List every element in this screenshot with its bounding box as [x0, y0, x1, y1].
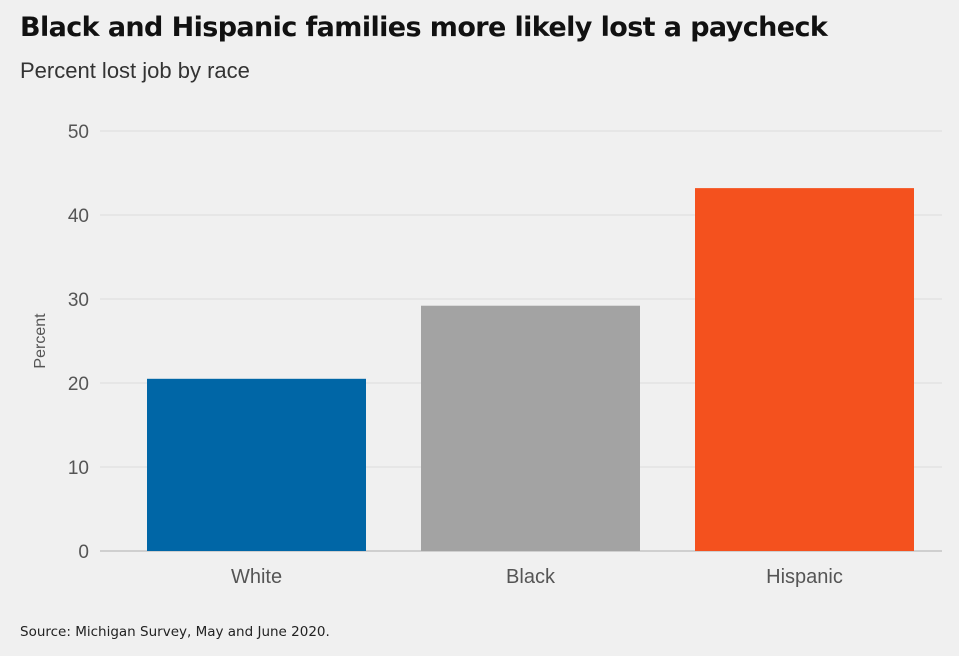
y-tick-label: 20: [68, 374, 89, 395]
chart-subtitle: Percent lost job by race: [20, 58, 250, 83]
y-tick-label: 50: [68, 122, 89, 143]
x-category-label: White: [231, 566, 282, 588]
source-note: Source: Michigan Survey, May and June 20…: [20, 624, 330, 640]
y-tick-label: 0: [78, 542, 89, 563]
y-axis-title: Percent: [32, 313, 49, 369]
chart-title: Black and Hispanic families more likely …: [20, 12, 828, 43]
y-tick-label: 10: [68, 458, 89, 479]
bar-white: [147, 378, 366, 551]
x-category-label: Hispanic: [766, 566, 843, 588]
x-category-label: Black: [506, 566, 556, 588]
y-tick-label: 30: [68, 290, 89, 311]
bar-black: [421, 305, 640, 551]
y-tick-label: 40: [68, 206, 89, 227]
bar-hispanic: [695, 188, 914, 551]
